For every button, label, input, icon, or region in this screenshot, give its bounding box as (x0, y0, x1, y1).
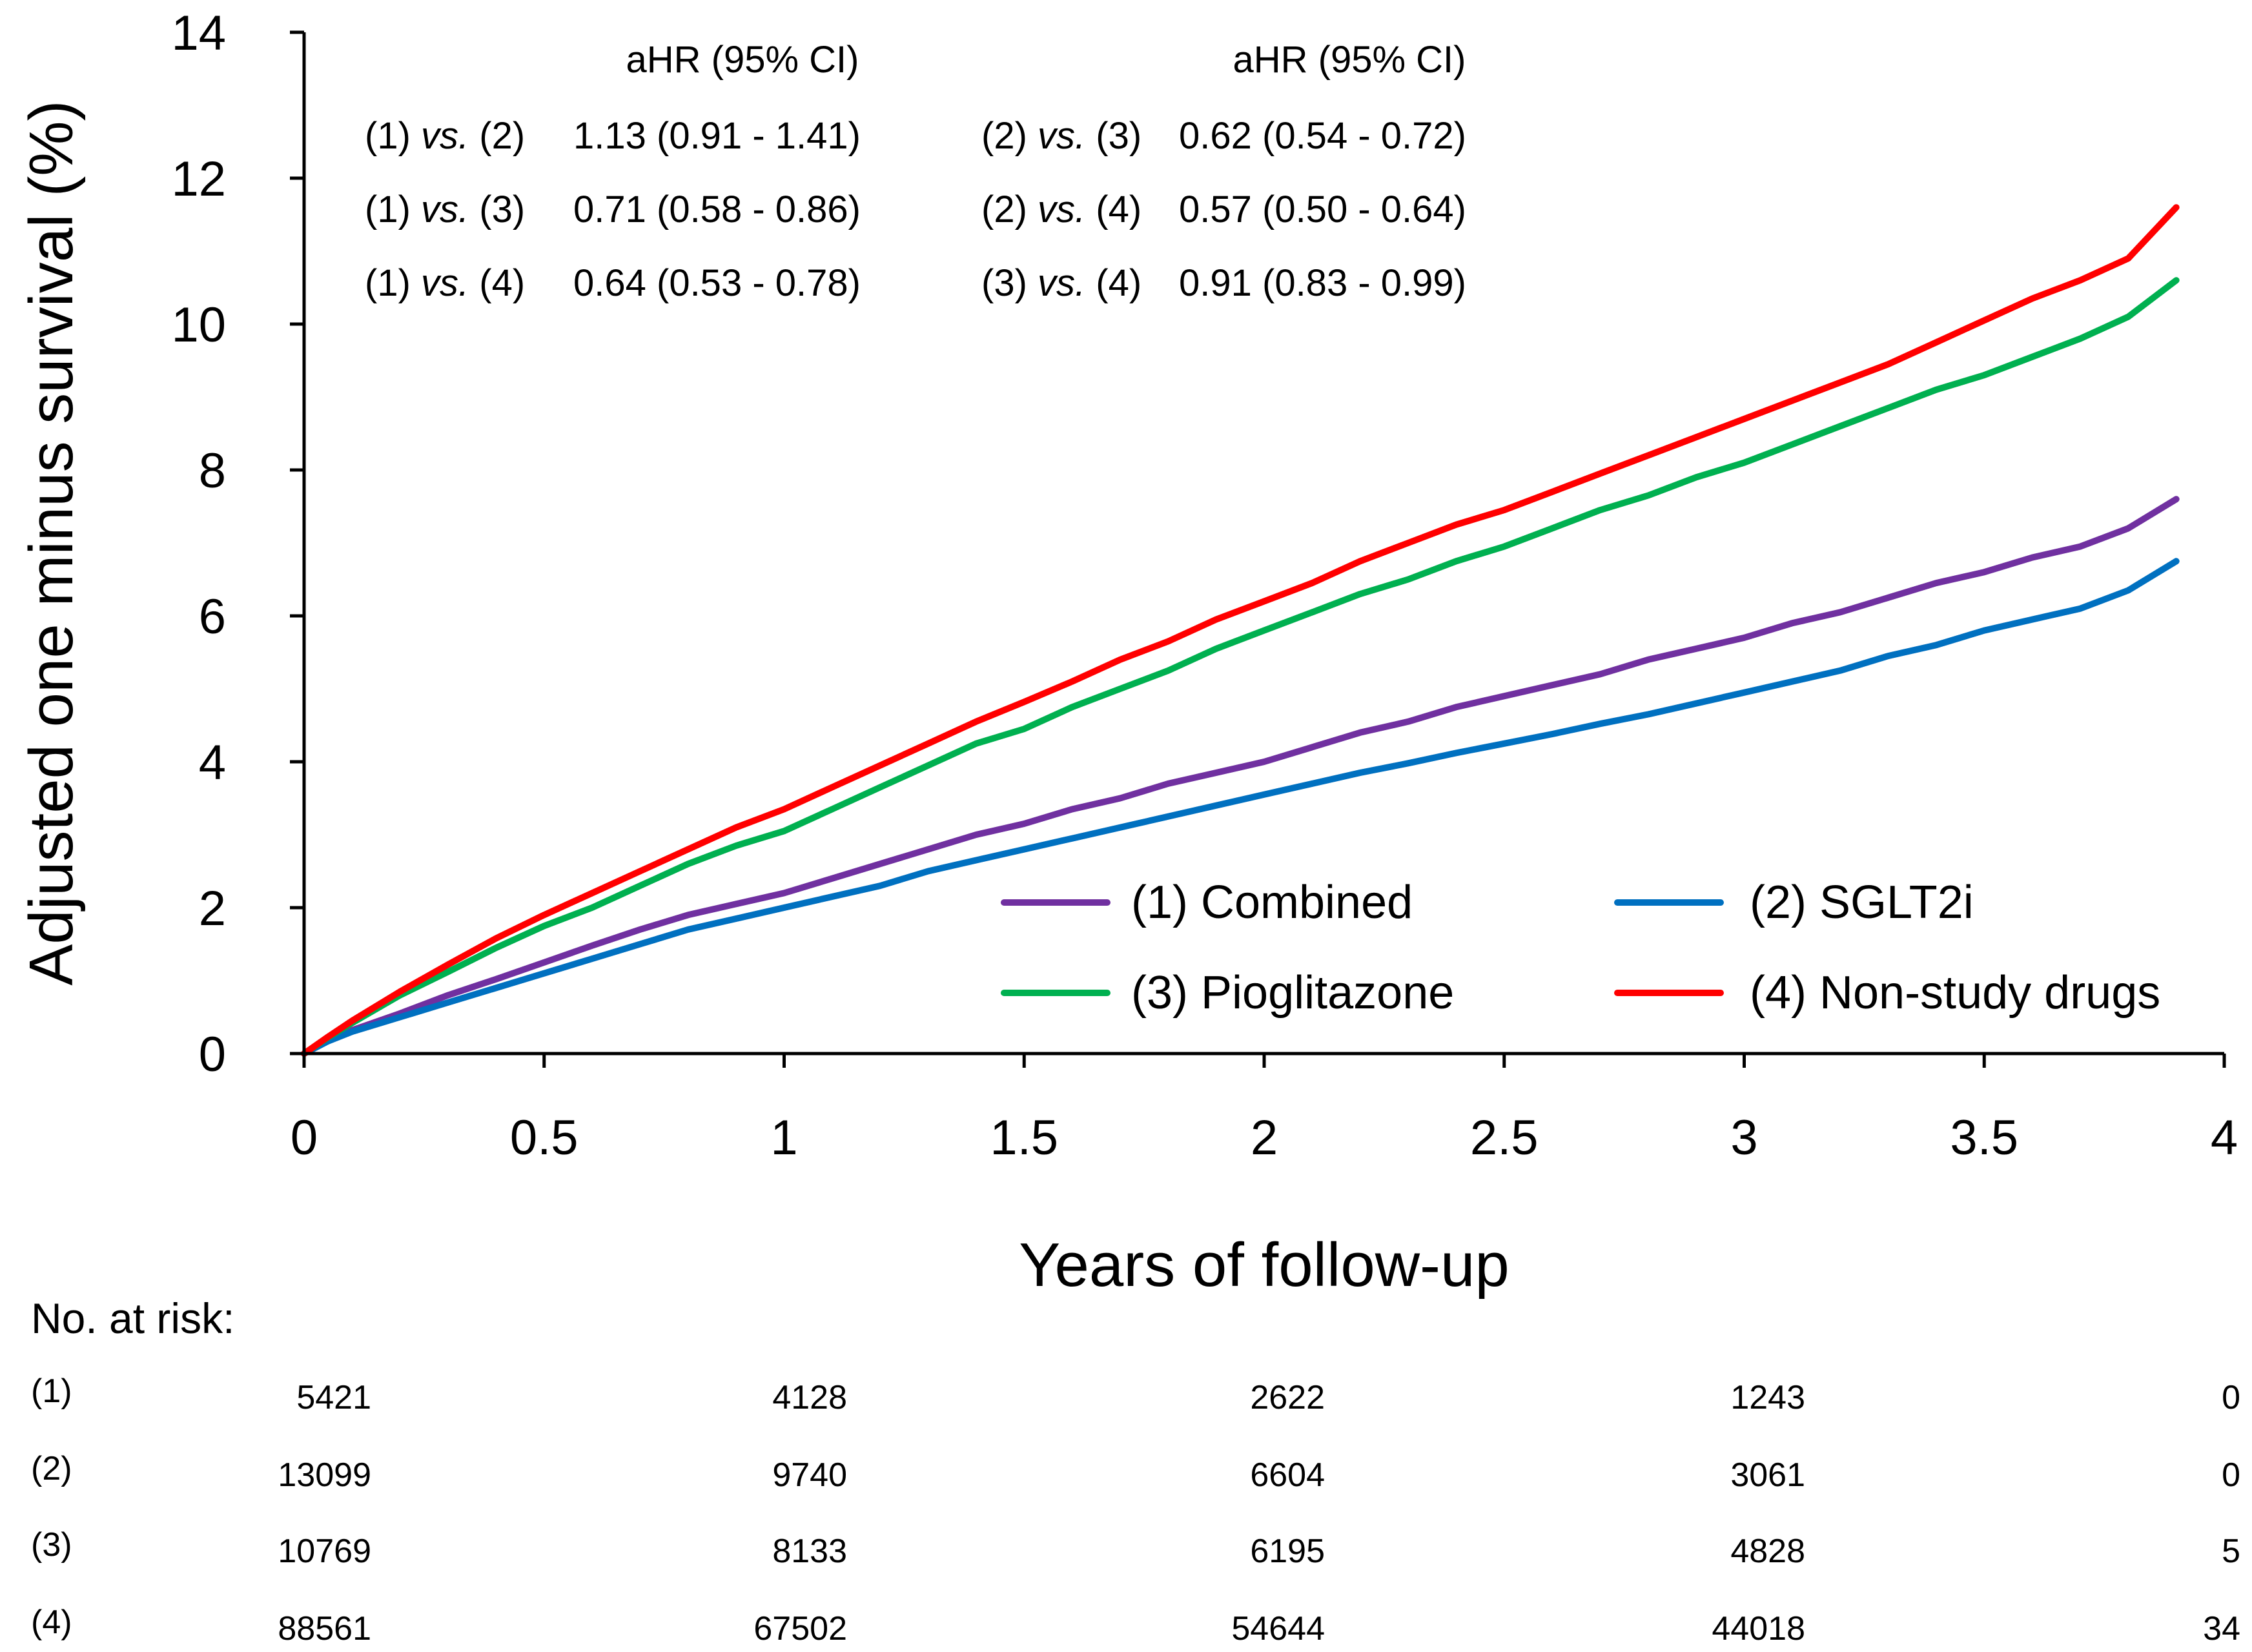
series-line-sglt2i (301, 558, 2180, 1057)
y-tick-label: 0 (199, 1027, 226, 1082)
risk-count: 1243 (1730, 1379, 1805, 1416)
ahr-value-1-2: 1.13 (0.91 - 1.41) (573, 115, 861, 157)
x-tick-label: 3 (1730, 1110, 1757, 1165)
series-line-non-study-drugs (301, 204, 2180, 1057)
x-tick-label: 0 (291, 1110, 318, 1165)
risk-row-label: (1) (31, 1372, 72, 1410)
ahr-value-3-4: 0.91 (0.83 - 0.99) (1179, 262, 1466, 304)
y-tick-label: 8 (199, 444, 226, 498)
x-tick-label: 2 (1251, 1110, 1278, 1165)
y-tick-label: 4 (199, 735, 226, 790)
risk-count: 0 (2222, 1379, 2240, 1416)
x-ticks: 0 0.5 1 1.5 2 2.5 3 3.5 4 (291, 1054, 2238, 1165)
risk-count: 6604 (1250, 1456, 1325, 1494)
risk-count: 4828 (1730, 1533, 1805, 1570)
legend-label-sglt2i: (2) SGLT2i (1750, 877, 1974, 928)
risk-count: 4128 (772, 1379, 847, 1416)
risk-count: 88561 (278, 1610, 371, 1647)
ahr-value-1-4: 0.64 (0.53 - 0.78) (573, 262, 861, 304)
risk-row-label: (4) (31, 1604, 72, 1641)
y-tick-label: 14 (171, 6, 226, 61)
x-tick-label: 2.5 (1470, 1110, 1539, 1165)
legend-label-non-study-drugs: (4) Non-study drugs (1750, 967, 2160, 1019)
series-line-combined (301, 496, 2180, 1057)
risk-count: 5421 (296, 1379, 371, 1416)
y-tick-label: 6 (199, 589, 226, 644)
x-tick-label: 1.5 (990, 1110, 1058, 1165)
risk-count: 10769 (278, 1533, 371, 1570)
risk-count: 0 (2222, 1456, 2240, 1494)
ahr-comparison-2-3: (2) vs. (3) (981, 115, 1141, 157)
x-axis-title: Years of follow-up (1019, 1230, 1510, 1300)
legend: (1) Combined (2) SGLT2i (3) Pioglitazone… (1001, 877, 2160, 1019)
risk-count: 6195 (1250, 1533, 1325, 1570)
risk-table: No. at risk: (1) 5421 4128 2622 1243 0 (2) 1309… (31, 1294, 2240, 1647)
y-ticks: 0 2 4 6 8 10 12 14 (171, 6, 304, 1082)
risk-count: 2622 (1250, 1379, 1325, 1416)
series-line-pioglitazone (301, 277, 2180, 1057)
x-tick-label: 1 (770, 1110, 797, 1165)
y-tick-label: 2 (199, 881, 226, 936)
risk-row-label: (3) (31, 1526, 72, 1564)
ahr-comparison-3-4: (3) vs. (4) (981, 262, 1141, 304)
ahr-comparison-2-4: (2) vs. (4) (981, 189, 1141, 230)
risk-count: 8133 (772, 1533, 847, 1570)
ahr-header-left: aHR (95% CI) (626, 39, 859, 81)
ahr-comparison-1-4: (1) vs. (4) (365, 262, 525, 304)
risk-row-label: (2) (31, 1450, 72, 1487)
ahr-comparison-1-2: (1) vs. (2) (365, 115, 525, 157)
risk-table-title: No. at risk: (31, 1294, 234, 1342)
ahr-comparison-1-3: (1) vs. (3) (365, 189, 525, 230)
legend-label-pioglitazone: (3) Pioglitazone (1131, 967, 1454, 1019)
y-axis-title: Adjusted one minus survival (%) (17, 100, 86, 985)
ahr-annotations: aHR (95% CI) aHR (95% CI) (1) vs. (2) 1.… (365, 39, 1466, 304)
y-tick-label: 12 (171, 152, 226, 207)
risk-count: 44018 (1712, 1610, 1805, 1647)
risk-count: 9740 (772, 1456, 847, 1494)
y-tick-label: 10 (171, 298, 226, 352)
risk-count: 54644 (1231, 1610, 1325, 1647)
risk-rows: (1) 5421 4128 2622 1243 0 (2) 13099 9740 6604 3061… (31, 1372, 2240, 1647)
ahr-value-2-3: 0.62 (0.54 - 0.72) (1179, 115, 1466, 157)
risk-count: 13099 (278, 1456, 371, 1494)
risk-count: 34 (2203, 1610, 2240, 1647)
ahr-value-1-3: 0.71 (0.58 - 0.86) (573, 189, 861, 230)
plot-curves (301, 204, 2180, 1057)
legend-label-combined: (1) Combined (1131, 877, 1413, 928)
x-tick-label: 0.5 (510, 1110, 578, 1165)
risk-count: 3061 (1730, 1456, 1805, 1494)
x-tick-label: 4 (2211, 1110, 2238, 1165)
x-tick-label: 3.5 (1950, 1110, 2018, 1165)
ahr-header-right: aHR (95% CI) (1233, 39, 1466, 81)
ahr-value-2-4: 0.57 (0.50 - 0.64) (1179, 189, 1466, 230)
risk-count: 67502 (753, 1610, 847, 1647)
risk-count: 5 (2222, 1533, 2240, 1570)
